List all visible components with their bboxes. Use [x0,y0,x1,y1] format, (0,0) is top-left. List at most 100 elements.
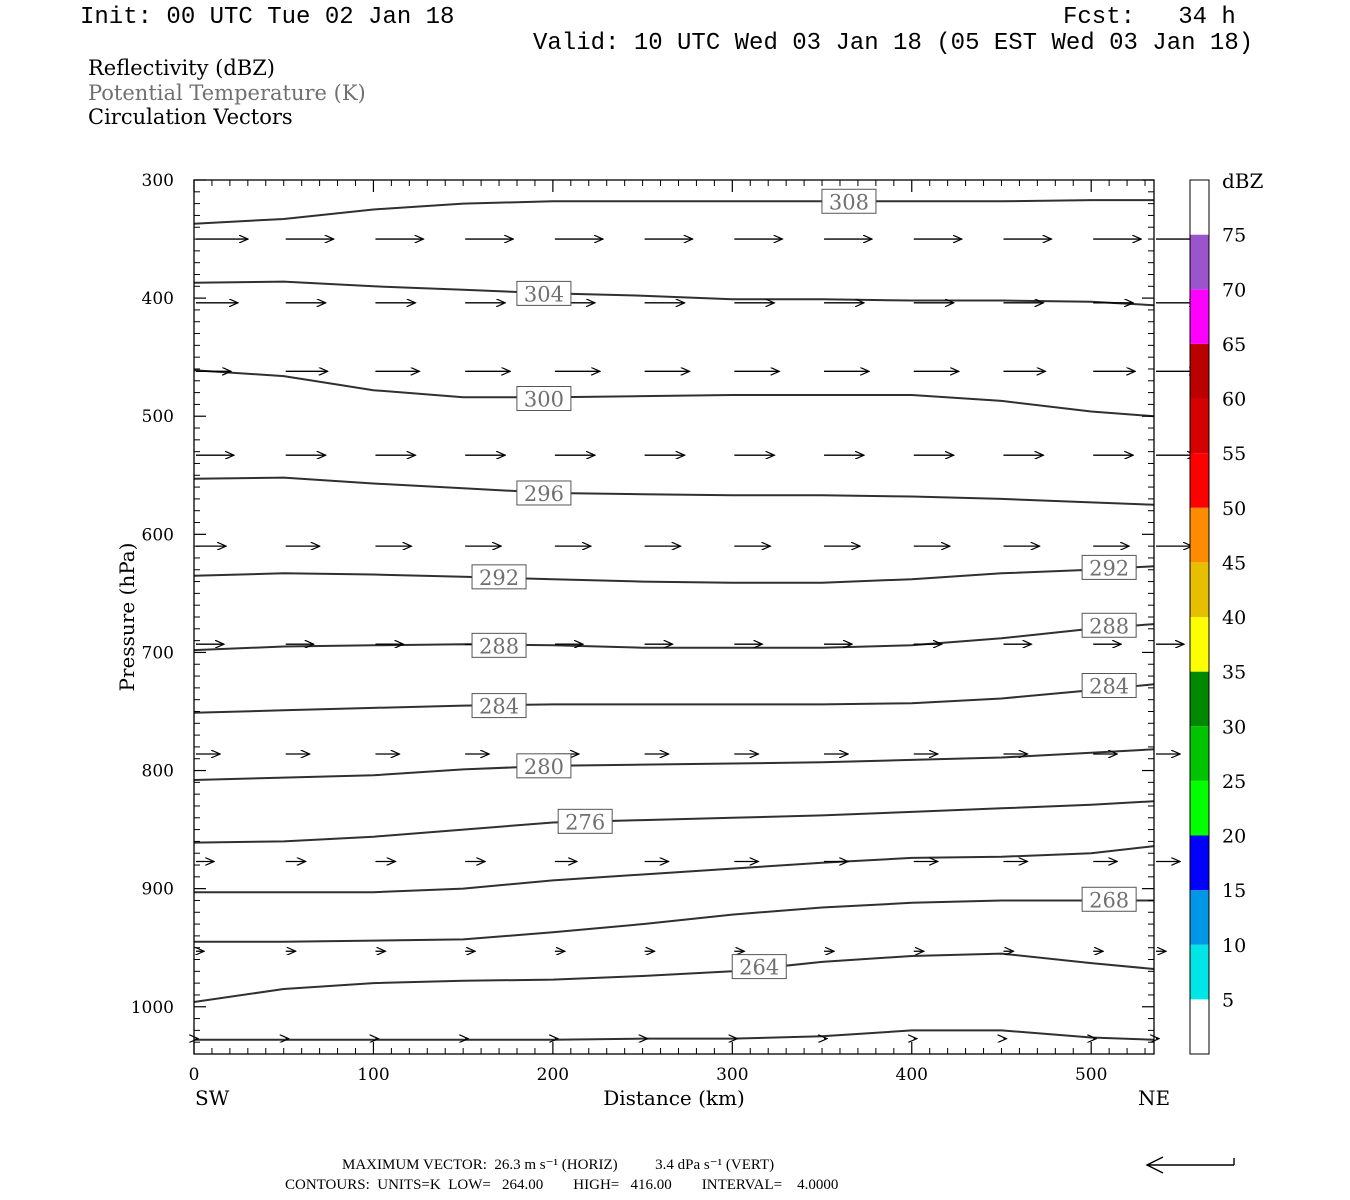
x-left-direction: SW [195,1086,230,1110]
contour-label-box [471,564,527,590]
contour-label-284: 284 [479,695,519,719]
contour-label-288: 288 [1089,614,1129,638]
y-tick-label: 300 [142,171,174,191]
y-tick-label: 400 [142,289,174,309]
x-axis-title: Distance (km) [603,1086,745,1110]
colorbar-level-label: 65 [1222,334,1246,356]
colorbar-level-label: 5 [1222,989,1234,1011]
colorbar-bin [1190,398,1209,454]
colorbar-bin [1190,835,1209,891]
valid-time: Valid: 10 UTC Wed 03 Jan 18 (05 EST Wed … [533,30,1254,57]
colorbar-bin [1190,180,1209,235]
isentrope-264 [193,952,1155,1003]
contour-label-box [731,954,787,980]
isentrope-272 [194,845,1155,894]
contour-label-276: 276 [565,810,605,834]
contour-label-box [1081,612,1137,638]
contour-label-box [516,753,572,779]
x-tick-label: 400 [896,1065,928,1085]
y-axis-title: Pressure (hPa) [115,543,139,692]
contour-label-box [821,188,877,214]
x-right-direction: NE [1138,1086,1170,1110]
contour-label-box [1081,554,1137,580]
colorbar-bin [1190,617,1209,672]
contour-label-280: 280 [524,755,564,779]
y-tick-label: 600 [142,525,174,545]
isentrope-268 [194,899,1154,943]
contour-label-300: 300 [524,388,564,412]
x-tick-label: 300 [716,1065,748,1085]
colorbar-bin [1190,507,1209,563]
colorbar-title: dBZ [1222,169,1264,193]
vector-layer [196,239,1204,1039]
isentrope-280 [193,748,1155,781]
legend-reflectivity: Reflectivity (dBZ) [88,56,276,80]
y-tick-label: 700 [142,643,174,663]
x-tick-label: 0 [189,1065,200,1085]
colorbar-level-label: 50 [1222,498,1246,520]
colorbar-level-label: 20 [1222,826,1246,848]
colorbar-bin [1190,562,1209,617]
colorbar-level-label: 35 [1222,662,1246,684]
colorbar-level-label: 75 [1222,225,1246,247]
colorbar-bin [1190,780,1209,836]
colorbar-level-label: 30 [1222,716,1246,738]
contour-label-box [1081,673,1137,699]
colorbar-level-label: 70 [1222,279,1246,301]
y-tick-label: 900 [142,880,174,900]
plot-frame [193,179,1155,1055]
contour-label-284: 284 [1089,675,1129,699]
colorbar-bin [1190,999,1209,1054]
colorbar-level-label: 10 [1222,935,1246,957]
isentrope-300 [193,369,1155,418]
colorbar-bin [1190,890,1209,945]
colorbar-level-label: 55 [1222,443,1246,465]
colorbar-level-label: 15 [1222,880,1246,902]
colorbar-bin [1190,343,1209,399]
contour-label-292: 292 [1089,556,1129,580]
contour-label-box [557,808,613,834]
colorbar-frame [1189,179,1210,1055]
contour-label-308: 308 [829,190,869,214]
contour-info-note: CONTOURS: UNITS=K LOW= 264.00 HIGH= 416.… [285,1177,839,1193]
isentrope-296 [193,476,1155,506]
isentrope-308 [193,199,1154,225]
colorbar-level-label: 40 [1222,607,1246,629]
isentrope-288 [193,623,1155,652]
colorbar-bin [1190,944,1209,1000]
colorbar-bin [1190,671,1209,727]
colorbar-bin [1190,726,1209,781]
forecast-hour: Fcst: 34 h [1063,4,1236,31]
init-time: Init: 00 UTC Tue 02 Jan 18 [80,4,455,31]
contour-label-box [471,693,527,719]
contour-label-box [516,480,572,506]
isentrope-260 [194,1029,1155,1041]
isentrope-276 [193,800,1155,844]
contour-label-292: 292 [479,566,519,590]
isentrope-284 [193,683,1155,714]
x-tick-label: 100 [357,1065,389,1085]
isentrope-layer [193,199,1155,1041]
reference-vector-arrow [1145,1156,1235,1174]
legend-potential-temperature: Potential Temperature (K) [88,81,366,105]
colorbar-bin [1190,289,1209,344]
y-tick-label: 1000 [131,998,174,1018]
contour-label-288: 288 [479,634,519,658]
colorbar: 5 10 15 20 25 30 35 40 45 50 55 60 65 70 75 [1189,179,1246,1055]
colorbar-level-label: 60 [1222,389,1246,411]
contour-label-264: 264 [739,956,779,980]
max-vector-note: MAXIMUM VECTOR: 26.3 m s⁻¹ (HORIZ) 3.4 d… [342,1157,775,1173]
x-tick-label: 500 [1075,1065,1107,1085]
contour-label-304: 304 [524,282,564,306]
isentrope-304 [193,280,1155,307]
colorbar-level-label: 25 [1222,771,1246,793]
contour-label-268: 268 [1089,888,1129,912]
contour-label-box [1081,886,1137,912]
y-tick-label: 500 [142,407,174,427]
contour-label-layer: 308 304 300 296 292 292 288 288 284 284 280 276 268 2… [471,188,1137,980]
legend-circulation-vectors: Circulation Vectors [88,105,293,129]
contour-label-box [471,632,527,658]
y-tick-label: 800 [142,762,174,782]
contour-label-box [516,386,572,411]
